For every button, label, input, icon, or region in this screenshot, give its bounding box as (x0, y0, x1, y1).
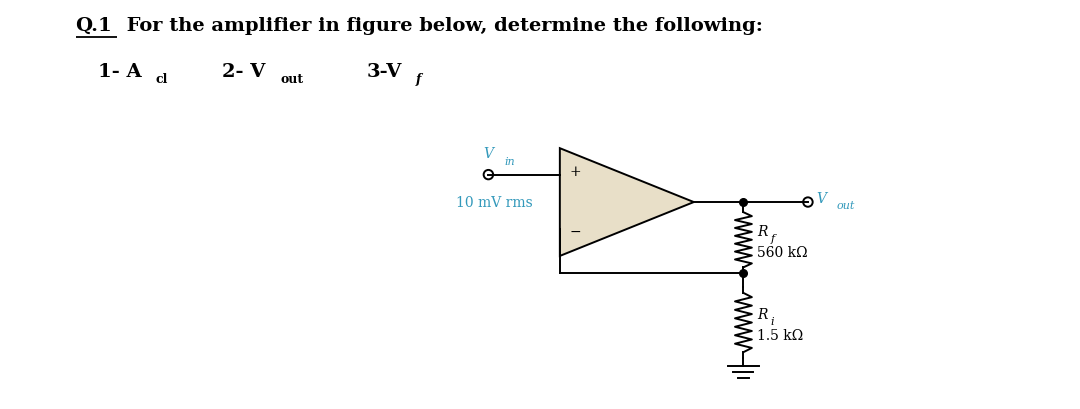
Polygon shape (559, 148, 693, 256)
Text: 1- A: 1- A (98, 63, 143, 81)
Text: out: out (837, 201, 855, 211)
Text: 1.5 kΩ: 1.5 kΩ (757, 329, 804, 343)
Text: 10 mV rms: 10 mV rms (456, 196, 532, 210)
Text: V: V (484, 147, 494, 161)
Text: cl: cl (156, 72, 168, 85)
Text: 560 kΩ: 560 kΩ (757, 247, 808, 261)
Text: i: i (770, 317, 773, 326)
Text: out: out (280, 72, 303, 85)
Text: +: + (570, 165, 581, 179)
Text: in: in (504, 157, 515, 167)
Text: f: f (770, 234, 774, 244)
Text: For the amplifier in figure below, determine the following:: For the amplifier in figure below, deter… (120, 17, 764, 35)
Text: 3-V: 3-V (366, 63, 402, 81)
Text: V: V (815, 192, 826, 206)
Text: f: f (416, 72, 421, 85)
Text: R: R (757, 225, 768, 239)
Text: −: − (570, 225, 581, 238)
Text: Q.1: Q.1 (76, 17, 112, 35)
Text: 2- V: 2- V (222, 63, 266, 81)
Text: R: R (757, 308, 768, 322)
